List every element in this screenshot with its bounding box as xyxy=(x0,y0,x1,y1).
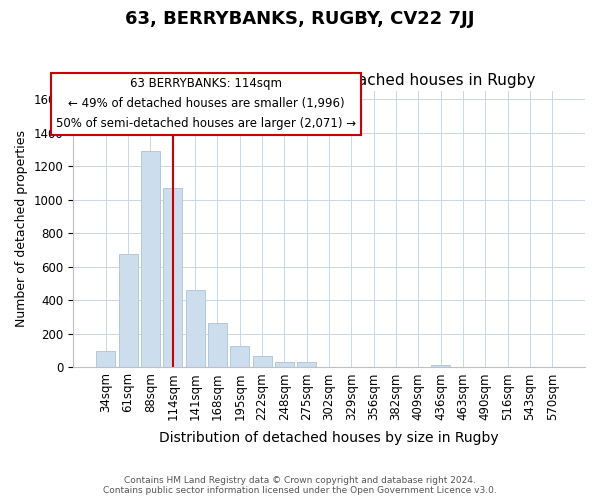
Bar xyxy=(163,188,182,368)
Bar xyxy=(431,365,450,368)
X-axis label: Distribution of detached houses by size in Rugby: Distribution of detached houses by size … xyxy=(159,431,499,445)
Bar xyxy=(230,346,249,368)
Bar xyxy=(275,362,294,368)
Text: 63, BERRYBANKS, RUGBY, CV22 7JJ: 63, BERRYBANKS, RUGBY, CV22 7JJ xyxy=(125,10,475,28)
Title: Size of property relative to detached houses in Rugby: Size of property relative to detached ho… xyxy=(123,73,535,88)
Bar xyxy=(253,356,272,368)
Bar xyxy=(185,290,205,368)
Text: 63 BERRYBANKS: 114sqm
← 49% of detached houses are smaller (1,996)
50% of semi-d: 63 BERRYBANKS: 114sqm ← 49% of detached … xyxy=(56,78,356,130)
Bar xyxy=(141,151,160,368)
Bar xyxy=(96,350,115,368)
Text: Contains HM Land Registry data © Crown copyright and database right 2024.
Contai: Contains HM Land Registry data © Crown c… xyxy=(103,476,497,495)
Bar xyxy=(208,323,227,368)
Bar xyxy=(297,362,316,368)
Bar xyxy=(119,254,137,368)
Y-axis label: Number of detached properties: Number of detached properties xyxy=(15,130,28,328)
